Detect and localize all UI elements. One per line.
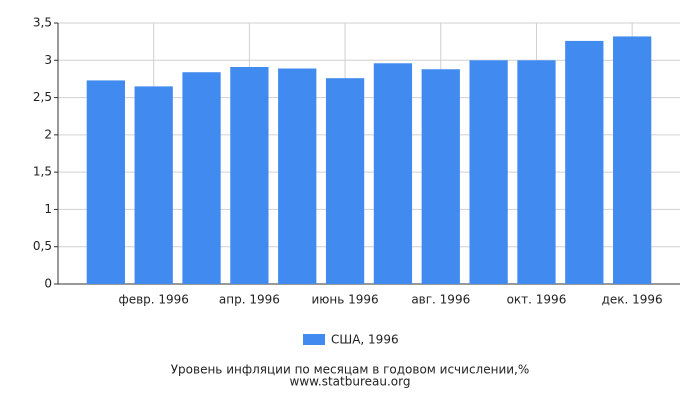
bar xyxy=(517,60,556,285)
x-tick-label: дек. 1996 xyxy=(602,293,663,307)
x-tick-label: окт. 1996 xyxy=(507,293,567,307)
y-tick-label: 1 xyxy=(44,202,52,216)
y-tick-label: 0 xyxy=(44,277,52,291)
y-tick-label: 1,5 xyxy=(33,165,52,179)
x-tick-label: февр. 1996 xyxy=(118,293,189,307)
x-tick-label: июнь 1996 xyxy=(311,293,378,307)
bar xyxy=(613,36,652,285)
x-tick-label: апр. 1996 xyxy=(219,293,280,307)
bar xyxy=(134,86,173,284)
bar xyxy=(565,40,604,285)
bar xyxy=(325,78,365,284)
bar xyxy=(373,63,413,284)
y-tick-label: 3 xyxy=(44,53,52,67)
bar xyxy=(421,69,460,284)
legend-label: США, 1996 xyxy=(331,333,399,347)
bar xyxy=(86,80,125,284)
y-tick-label: 2,5 xyxy=(33,90,52,104)
y-tick-label: 0,5 xyxy=(33,239,52,253)
bar xyxy=(278,68,317,284)
y-tick-label: 2 xyxy=(44,127,52,141)
x-tick-label: авг. 1996 xyxy=(411,293,470,307)
bar xyxy=(230,66,269,284)
chart-subtitle: www.statbureau.org xyxy=(290,375,411,389)
bar xyxy=(182,72,221,285)
legend-swatch xyxy=(303,334,325,345)
y-tick-label: 3,5 xyxy=(33,16,52,30)
bar xyxy=(469,60,508,285)
chart-title: Уровень инфляции по месяцам в годовом ис… xyxy=(171,363,530,377)
